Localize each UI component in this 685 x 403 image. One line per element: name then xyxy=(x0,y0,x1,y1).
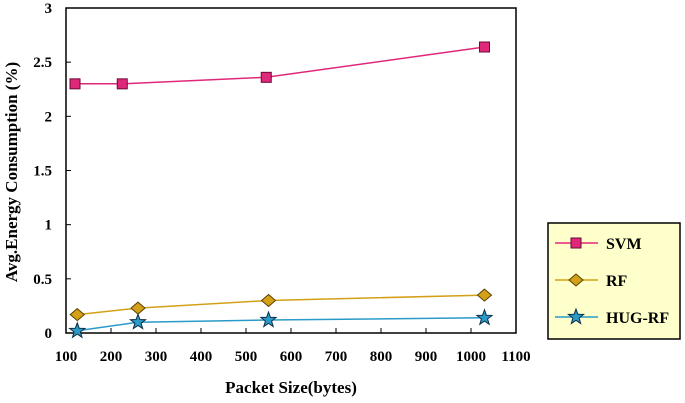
x-tick-label: 100 xyxy=(55,349,78,365)
legend-label: SVM xyxy=(606,236,642,253)
data-point xyxy=(260,293,277,308)
data-point xyxy=(260,71,272,83)
plot-area-frame xyxy=(65,7,517,334)
legend-marker xyxy=(570,237,582,249)
x-tick-label: 500 xyxy=(235,349,258,365)
x-tick-label: 400 xyxy=(190,349,213,365)
legend-marker xyxy=(567,307,585,325)
series-hug-rf xyxy=(68,308,494,339)
data-point xyxy=(130,301,146,315)
data-point xyxy=(476,288,493,302)
series-line xyxy=(77,294,485,316)
y-tick-label: 1.5 xyxy=(33,164,52,180)
data-point xyxy=(69,78,81,90)
data-point xyxy=(116,78,128,90)
legend: SVM RF HUG-RF xyxy=(547,222,681,340)
y-tick-label: 3 xyxy=(45,1,53,17)
x-tick-label: 900 xyxy=(415,349,438,365)
y-tick-label: 0.5 xyxy=(33,272,52,288)
data-point xyxy=(259,310,278,328)
legend-label: RF xyxy=(606,273,628,290)
data-point xyxy=(479,41,490,53)
y-axis-title: Avg.Energy Consumption (%) xyxy=(2,62,21,282)
x-tick-label: 600 xyxy=(280,349,303,365)
series-line xyxy=(75,46,485,85)
y-tick-label: 1 xyxy=(45,218,53,234)
series-svm xyxy=(69,41,490,90)
data-point xyxy=(475,308,494,326)
series-group xyxy=(68,41,494,339)
data-point xyxy=(129,312,147,330)
series-rf xyxy=(69,288,493,322)
series-line xyxy=(77,317,485,332)
x-tick-label: 800 xyxy=(370,349,393,365)
axis-ticks: 100 200 300 400 500 600 700 800 900 1000 1100 0 0.5 1… xyxy=(33,1,530,365)
x-axis-title: Packet Size(bytes) xyxy=(225,378,357,397)
y-tick-label: 2 xyxy=(45,109,53,125)
legend-label: HUG-RF xyxy=(606,310,669,327)
y-tick-label: 0 xyxy=(45,326,53,342)
x-tick-label: 300 xyxy=(145,349,168,365)
x-tick-label: 1000 xyxy=(456,349,486,365)
legend-marker xyxy=(568,273,584,287)
y-tick-label: 2.5 xyxy=(33,55,52,71)
data-point xyxy=(68,321,87,339)
x-tick-label: 200 xyxy=(100,349,123,365)
x-tick-label: 1100 xyxy=(501,349,530,365)
data-point xyxy=(69,307,86,322)
x-tick-label: 700 xyxy=(325,349,348,365)
